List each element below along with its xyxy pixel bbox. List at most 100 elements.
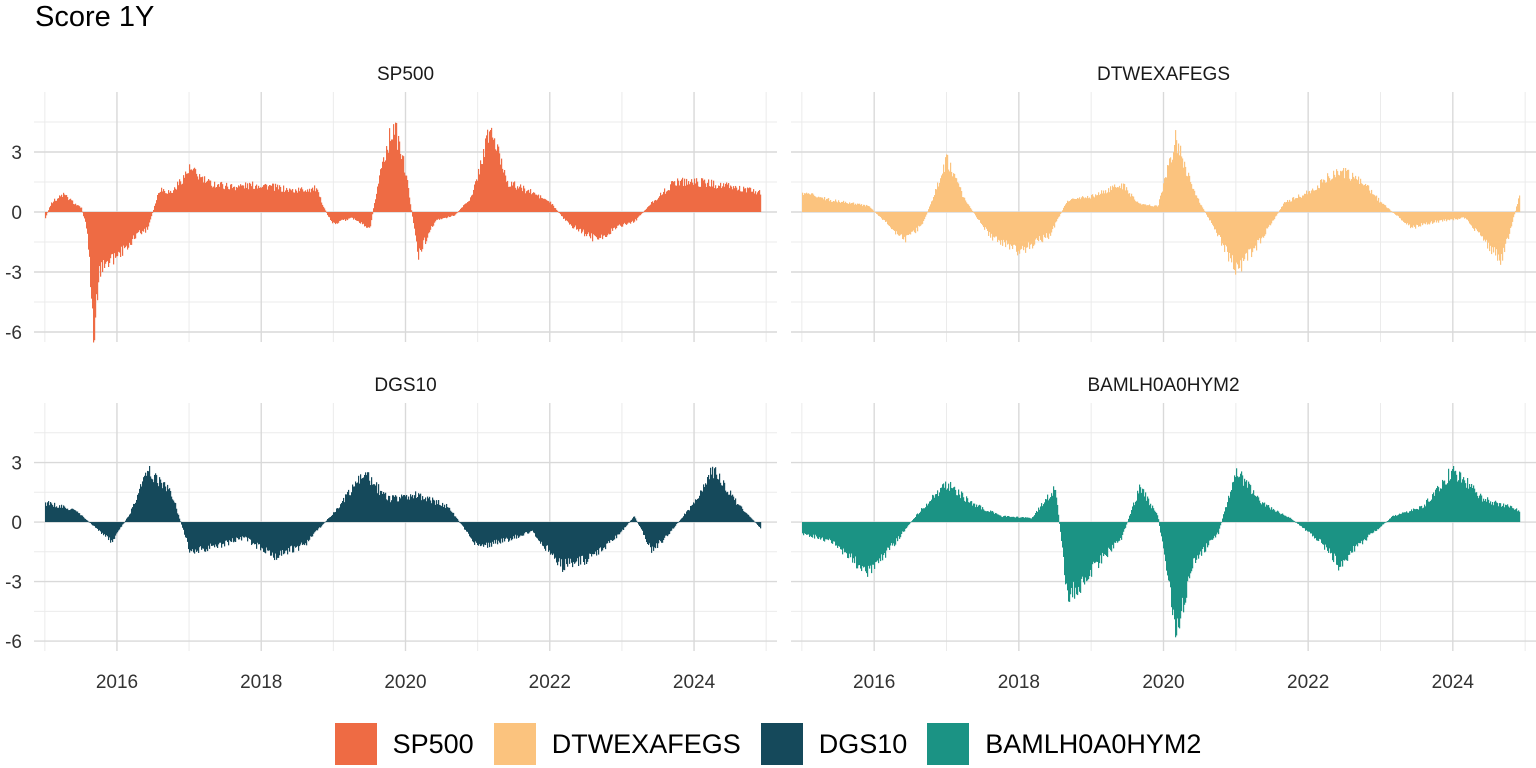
bar — [904, 522, 906, 532]
bar — [554, 522, 556, 559]
bar — [421, 500, 423, 523]
bar — [1281, 206, 1283, 212]
bar — [215, 522, 217, 545]
bar — [238, 522, 240, 540]
bar — [684, 513, 686, 523]
bar — [435, 212, 437, 222]
bar — [1035, 512, 1037, 523]
bar — [993, 212, 995, 237]
bar — [1494, 501, 1496, 523]
bar — [228, 522, 230, 546]
bar — [849, 202, 851, 212]
bar — [1248, 212, 1250, 250]
bar — [436, 500, 438, 523]
bar — [614, 522, 616, 540]
bar — [912, 212, 914, 232]
bar — [1254, 495, 1256, 523]
bar — [919, 512, 921, 523]
bar — [1027, 212, 1029, 248]
bar — [530, 189, 532, 212]
bar — [1013, 212, 1015, 245]
bar — [486, 135, 488, 212]
bar — [1514, 509, 1516, 523]
bar — [1084, 198, 1086, 212]
bar — [71, 200, 73, 212]
bar — [1509, 212, 1511, 234]
bar — [816, 522, 818, 537]
bar — [1503, 212, 1505, 248]
bar — [111, 212, 113, 255]
bar — [451, 212, 453, 216]
bar — [644, 210, 646, 212]
bar — [1473, 485, 1475, 523]
bar — [664, 188, 666, 212]
bar — [435, 504, 437, 523]
bar — [1197, 197, 1199, 212]
bar — [615, 212, 617, 230]
bar — [294, 192, 296, 212]
bar — [692, 504, 694, 523]
bar — [979, 212, 981, 221]
bar — [1087, 195, 1089, 212]
bar — [320, 522, 322, 528]
bar — [496, 150, 498, 212]
bar — [842, 201, 844, 212]
bar — [1161, 522, 1163, 537]
bar — [1132, 196, 1134, 212]
bar — [1443, 212, 1445, 220]
bar — [278, 189, 280, 212]
bar — [636, 212, 638, 221]
bar — [371, 477, 373, 523]
bar — [541, 197, 543, 212]
bar — [132, 507, 134, 523]
bar — [846, 522, 848, 554]
bar — [219, 522, 221, 543]
bar — [756, 522, 758, 524]
bar — [639, 212, 641, 216]
bar — [1088, 198, 1090, 212]
bar — [393, 495, 395, 523]
bar — [1073, 522, 1075, 582]
bar — [543, 522, 545, 547]
bar — [235, 190, 237, 212]
bar — [1189, 175, 1191, 212]
bar — [437, 504, 439, 523]
bar — [1426, 499, 1428, 523]
bar — [151, 478, 153, 523]
bar — [1512, 212, 1514, 222]
bar — [246, 522, 248, 538]
bar — [251, 186, 253, 212]
bar — [720, 182, 722, 212]
bar — [1060, 522, 1062, 532]
bar — [121, 212, 123, 247]
bar — [83, 517, 85, 523]
bar — [1352, 522, 1354, 553]
bar — [1019, 212, 1021, 254]
bar — [117, 522, 119, 533]
bar — [1015, 212, 1017, 246]
bar — [1517, 511, 1519, 523]
bar — [1203, 522, 1205, 547]
bar — [437, 212, 439, 220]
bar — [1510, 505, 1512, 523]
bar — [832, 201, 834, 212]
bar — [568, 212, 570, 223]
bar — [1277, 212, 1279, 214]
bar — [946, 489, 948, 523]
bar — [1050, 212, 1052, 236]
bar — [104, 522, 106, 535]
bar — [1005, 212, 1007, 248]
bar — [598, 212, 600, 240]
bar — [1225, 507, 1227, 523]
bar — [1315, 522, 1317, 538]
bar — [842, 522, 844, 555]
bar — [638, 522, 640, 525]
bar — [429, 212, 431, 233]
bar — [1363, 185, 1365, 212]
bar — [1139, 484, 1141, 523]
bar — [808, 193, 810, 212]
bar — [1484, 500, 1486, 523]
bar — [1168, 522, 1170, 581]
bar — [604, 522, 606, 548]
